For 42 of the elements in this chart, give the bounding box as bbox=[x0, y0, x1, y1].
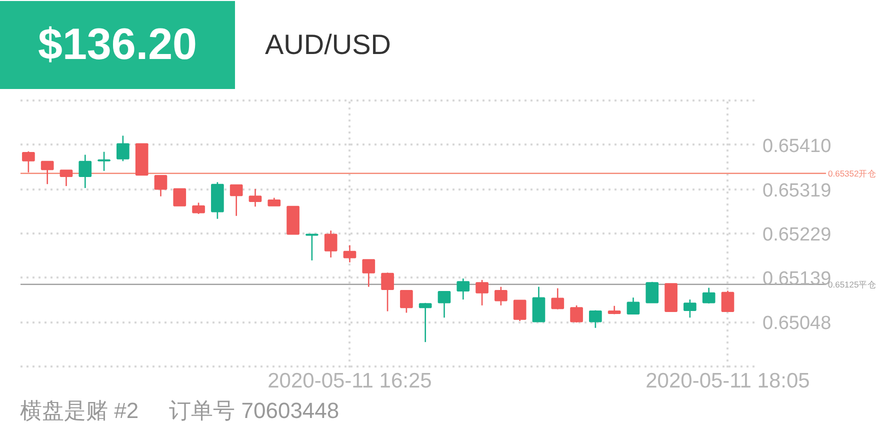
candlestick bbox=[306, 233, 318, 262]
candlestick bbox=[589, 310, 602, 329]
x-tick-label: 2020-05-11 16:25 bbox=[268, 370, 432, 392]
candlestick bbox=[551, 288, 564, 310]
candlestick bbox=[248, 188, 262, 208]
candlestick bbox=[418, 302, 432, 343]
candlestick bbox=[40, 160, 54, 185]
ref-line-label: 0.65352开仓 bbox=[828, 168, 877, 178]
candlestick bbox=[626, 296, 640, 315]
x-tick-label: 2020-05-11 18:05 bbox=[646, 370, 810, 392]
candlestick bbox=[400, 290, 413, 314]
y-tick-label: 0.65229 bbox=[762, 224, 832, 246]
candlestick bbox=[343, 244, 356, 264]
chart-subtitle: $136.20 bbox=[0, 1, 235, 89]
candlestick bbox=[684, 298, 696, 318]
candlestick bbox=[702, 287, 716, 304]
y-tick-label: 0.65048 bbox=[762, 313, 832, 334]
candlestick bbox=[381, 272, 394, 312]
candlestick bbox=[721, 290, 734, 312]
candlestick bbox=[173, 188, 186, 206]
candlestick bbox=[494, 286, 508, 306]
candlestick bbox=[98, 151, 110, 172]
candlestick bbox=[116, 135, 130, 162]
candlestick bbox=[646, 281, 659, 304]
candlestick bbox=[438, 290, 451, 318]
candlestick bbox=[570, 304, 583, 324]
candlestick bbox=[456, 278, 470, 300]
candlestick bbox=[192, 202, 205, 215]
y-tick-label: 0.65319 bbox=[762, 180, 832, 202]
chart-title: AUD/USD bbox=[265, 28, 392, 62]
candlestick bbox=[230, 184, 243, 217]
candlestick bbox=[532, 286, 546, 322]
candlestick bbox=[154, 175, 168, 197]
candlestick bbox=[22, 150, 35, 174]
y-tick-label: 0.65410 bbox=[762, 136, 832, 157]
candlestick bbox=[324, 230, 338, 258]
candlestick bbox=[476, 279, 488, 306]
candlestick bbox=[362, 259, 376, 288]
candlestick bbox=[78, 154, 92, 189]
text: 横盘是赌 #2 订单号 70603448 bbox=[20, 398, 340, 423]
candlestick bbox=[60, 170, 73, 187]
candlestick bbox=[513, 300, 526, 322]
